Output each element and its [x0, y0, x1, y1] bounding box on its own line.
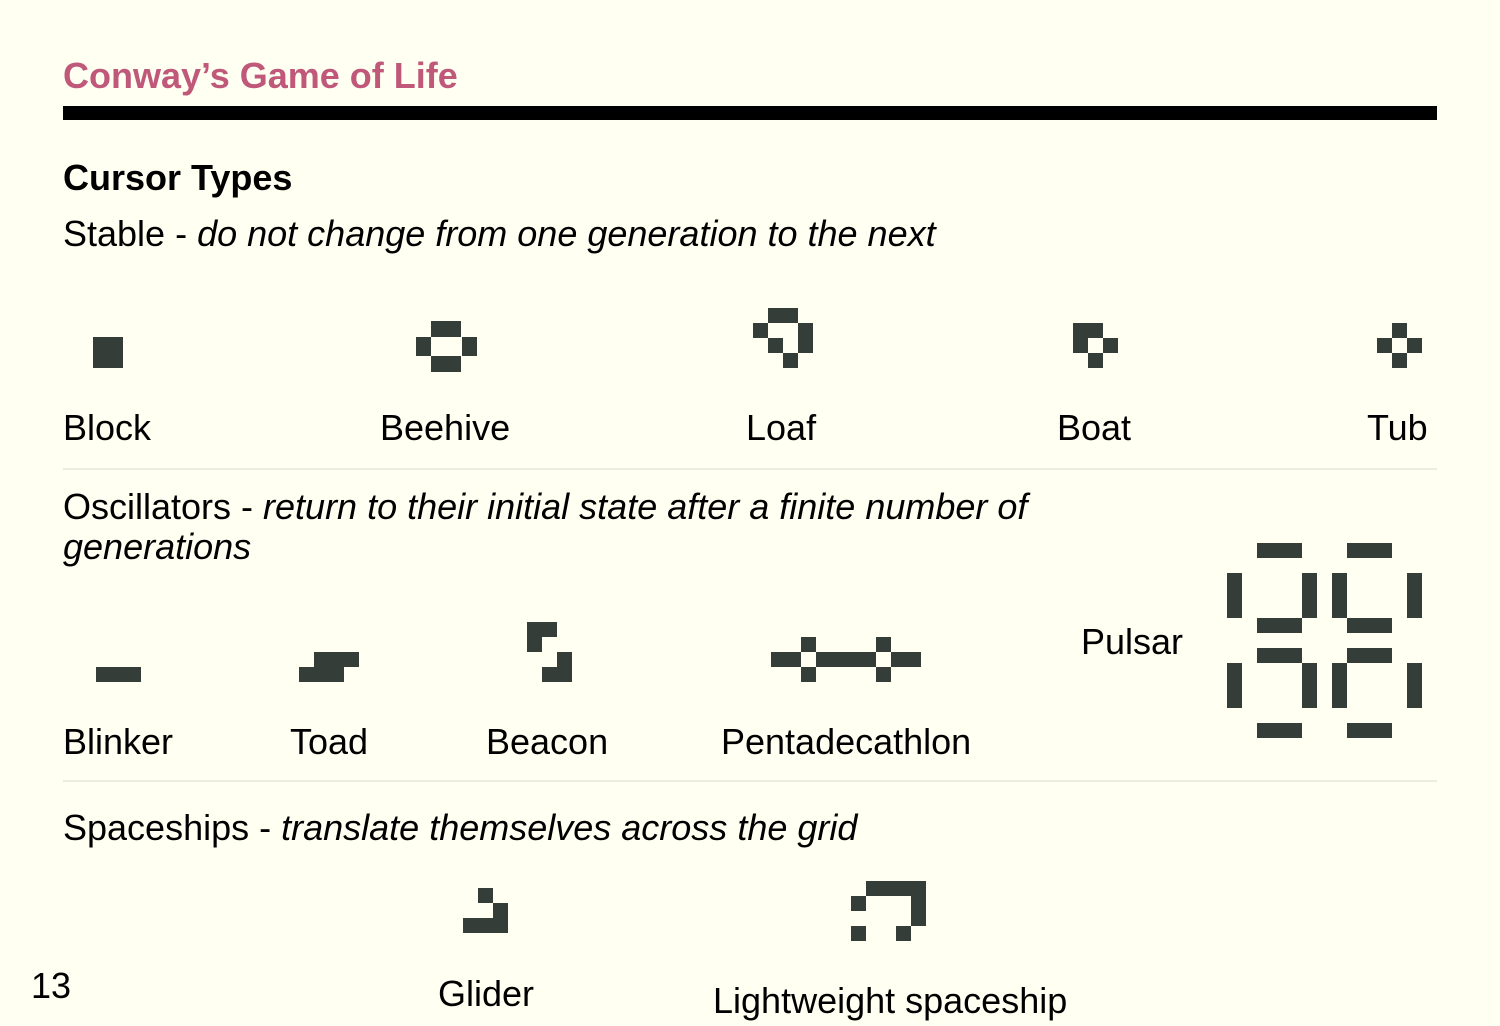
section-divider — [63, 780, 1437, 782]
tub-label: Tub — [1367, 407, 1428, 448]
stable-name: Stable — [63, 213, 166, 254]
lightweight-spaceship-pattern — [851, 881, 926, 941]
document-title: Conway’s Game of Life — [63, 55, 458, 96]
oscillators-heading: Oscillators - return to their initial st… — [63, 486, 1027, 528]
boat-label: Boat — [1057, 407, 1132, 448]
oscillators-heading-continued: generations — [63, 526, 251, 568]
page-number: 13 — [31, 965, 72, 1006]
section-heading: Cursor Types — [63, 157, 293, 198]
glider-label: Glider — [438, 973, 535, 1014]
stable-heading: Stable - do not change from one generati… — [63, 213, 936, 255]
section-divider — [63, 468, 1437, 470]
beehive-label: Beehive — [380, 407, 511, 448]
toad-label: Toad — [290, 721, 369, 762]
loaf-label: Loaf — [746, 407, 817, 448]
spaceships-dash: - — [249, 807, 282, 848]
oscillators-description-continued: generations — [63, 526, 252, 567]
stable-dash: - — [165, 213, 198, 254]
blinker-pattern — [96, 667, 141, 682]
block-pattern — [93, 337, 123, 368]
title-rule — [63, 106, 1437, 120]
pulsar-pattern — [1227, 543, 1422, 738]
tub-pattern — [1377, 323, 1422, 368]
spaceships-name: Spaceships — [63, 807, 250, 848]
stable-description: do not change from one generation to the… — [197, 213, 936, 254]
loaf-pattern — [753, 308, 813, 368]
beacon-pattern — [527, 622, 572, 682]
pulsar-label: Pulsar — [1081, 621, 1184, 662]
beehive-pattern — [416, 321, 477, 372]
spaceships-heading: Spaceships - translate themselves across… — [63, 807, 857, 849]
lightweight-spaceship-label: Lightweight spaceship — [713, 980, 1068, 1021]
pentadecathlon-label: Pentadecathlon — [721, 721, 972, 762]
pentadecathlon-pattern — [771, 637, 921, 682]
block-label: Block — [63, 407, 152, 448]
oscillators-name: Oscillators — [63, 486, 232, 527]
boat-pattern — [1073, 323, 1118, 368]
toad-pattern — [299, 652, 359, 682]
beacon-label: Beacon — [486, 721, 609, 762]
glider-pattern — [463, 888, 508, 933]
oscillators-dash: - — [231, 486, 264, 527]
spaceships-description: translate themselves across the grid — [281, 807, 858, 848]
blinker-label: Blinker — [63, 721, 174, 762]
oscillators-description: return to their initial state after a fi… — [263, 486, 1028, 527]
